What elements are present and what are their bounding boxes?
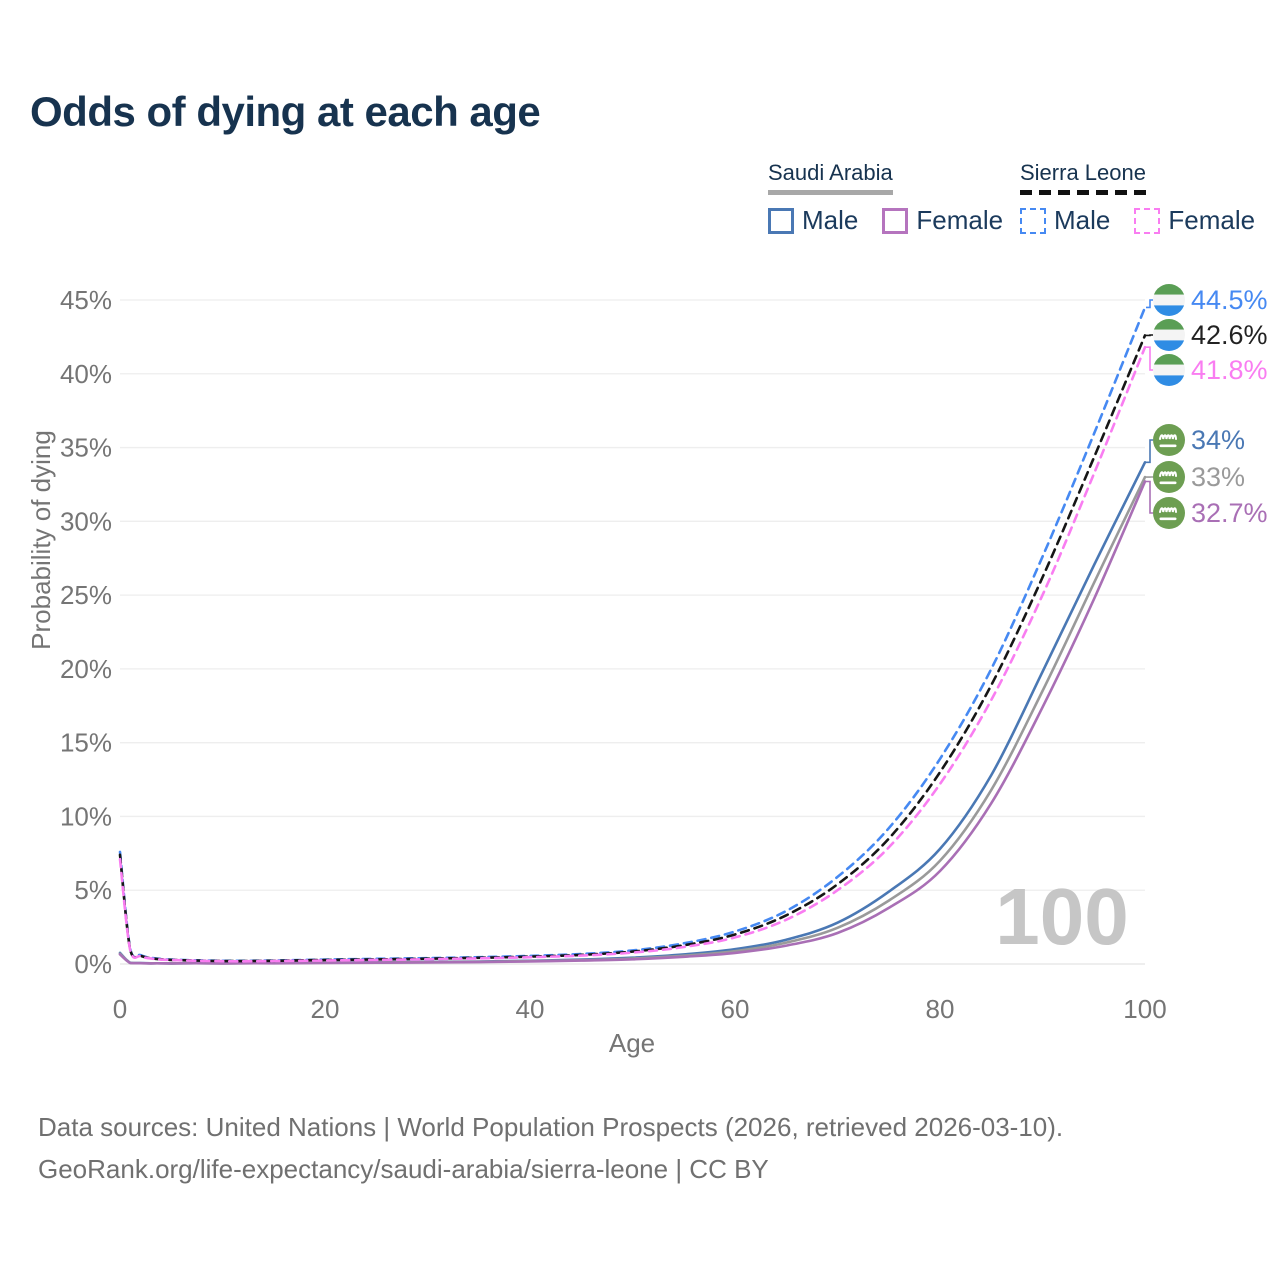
series-line-saudi-arabia-female: [118, 480, 1147, 965]
legend-item-saudi-female[interactable]: Female: [882, 205, 1003, 236]
sierra-leone-flag-blue-stripe: [1153, 305, 1185, 316]
end-label-connector-sierra-leone-female: [1146, 346, 1153, 371]
flag-icon-sierra-leone: [1153, 354, 1185, 386]
y-tick-label: 20%: [60, 654, 112, 684]
y-axis-title: Probability of dying: [26, 430, 56, 650]
legend-country-header: Saudi Arabia: [768, 160, 893, 195]
legend-swatch-saudi-male: [768, 207, 794, 234]
series-layer: [118, 306, 1147, 965]
end-value-label-saudi-arabia-female: 32.7%: [1191, 498, 1268, 528]
line-chart: 100 0% 5% 10% 15% 20% 25% 30% 35% 40% 45% 0 20 40 60 8…: [26, 284, 1268, 1058]
flag-icon-sierra-leone: [1153, 284, 1185, 316]
saudi-arabia-flag-sword: [1159, 517, 1177, 521]
legend-label-male: Male: [802, 205, 859, 235]
end-value-label-sierra-leone-male: 44.5%: [1191, 285, 1268, 315]
y-tick-label: 15%: [60, 728, 112, 758]
saudi-arabia-flag-script: [1159, 507, 1177, 513]
end-label-layer: 34% 33% 32.7% 44.5% 42.6% 41.8%: [1146, 284, 1268, 529]
legend-underline-solid: [768, 190, 893, 195]
end-value-label-saudi-arabia-male: 34%: [1191, 425, 1245, 455]
saudi-arabia-flag-script: [1159, 434, 1177, 440]
legend-item-sierra-leone-male[interactable]: Male: [1020, 205, 1110, 236]
flag-icon-saudi-arabia: [1153, 497, 1185, 529]
sierra-leone-flag-white-stripe: [1153, 294, 1185, 306]
legend-country-label-sierra-leone: Sierra Leone: [1020, 160, 1146, 185]
x-tick-label: 100: [1123, 994, 1166, 1024]
legend-label-female: Female: [1168, 205, 1256, 235]
sierra-leone-flag-green-stripe: [1153, 354, 1185, 365]
y-tick-label: 10%: [60, 801, 112, 831]
legend-country-header: Sierra Leone: [1020, 160, 1146, 195]
saudi-arabia-flag-script: [1159, 471, 1177, 477]
y-tick-label: 45%: [60, 285, 112, 315]
legend-swatch-saudi-female: [882, 207, 909, 234]
sierra-leone-flag-green-stripe: [1153, 284, 1185, 295]
legend-item-sierra-leone-female[interactable]: Female: [1134, 205, 1255, 236]
x-tick-label: 0: [113, 994, 127, 1024]
x-tick-label: 60: [721, 994, 750, 1024]
legend-underline-dashed: [1020, 190, 1146, 195]
legend-item-saudi-male[interactable]: Male: [768, 205, 858, 236]
age-watermark: 100: [995, 872, 1128, 961]
saudi-arabia-flag-circle: [1153, 461, 1185, 493]
legend-row: Male Female: [1020, 205, 1279, 236]
axis-layer: 0% 5% 10% 15% 20% 25% 30% 35% 40% 45% 0 20 40 60 80 100…: [26, 285, 1167, 1058]
saudi-arabia-flag-circle: [1153, 497, 1185, 529]
saudi-arabia-flag-sword: [1159, 481, 1177, 485]
y-tick-label: 25%: [60, 580, 112, 610]
end-value-label-saudi-arabia-combined: 33%: [1191, 462, 1245, 492]
y-tick-label: 35%: [60, 433, 112, 463]
legend-label-male: Male: [1054, 205, 1111, 235]
flag-icon-sierra-leone: [1153, 319, 1185, 351]
series-line-sierra-leone-combined: [118, 334, 1147, 963]
y-tick-label: 0%: [74, 949, 112, 979]
sierra-leone-flag-blue-stripe: [1153, 375, 1185, 386]
sierra-leone-flag-blue-stripe: [1153, 340, 1185, 351]
legend-group-saudi-arabia: Saudi Arabia Male Female: [768, 160, 1027, 236]
flag-icon-saudi-arabia: [1153, 461, 1185, 493]
end-value-label-sierra-leone-combined: 42.6%: [1191, 320, 1268, 350]
x-tick-label: 40: [516, 994, 545, 1024]
saudi-arabia-flag-sword: [1159, 444, 1177, 448]
saudi-arabia-flag-circle: [1153, 424, 1185, 456]
page-title: Odds of dying at each age: [30, 88, 541, 135]
sierra-leone-flag-green-stripe: [1153, 319, 1185, 330]
y-tick-label: 40%: [60, 359, 112, 389]
legend-group-sierra-leone: Sierra Leone Male Female: [1020, 160, 1279, 236]
x-tick-label: 20: [311, 994, 340, 1024]
legend-row: Male Female: [768, 205, 1027, 236]
sierra-leone-flag-white-stripe: [1153, 364, 1185, 376]
footer: Data sources: United Nations | World Pop…: [38, 1106, 1063, 1190]
end-label-connector-sierra-leone-male: [1146, 299, 1153, 309]
flag-icon-saudi-arabia: [1153, 424, 1185, 456]
legend-label-female: Female: [916, 205, 1004, 235]
series-line-sierra-leone-male: [118, 306, 1147, 963]
legend-swatch-sierra-leone-female: [1134, 207, 1161, 234]
footer-attribution: GeoRank.org/life-expectancy/saudi-arabia…: [38, 1154, 769, 1184]
watermark-layer: 100: [995, 872, 1128, 961]
footer-data-sources: Data sources: United Nations | World Pop…: [38, 1112, 1064, 1142]
y-tick-label: 5%: [74, 875, 112, 905]
end-value-label-sierra-leone-female: 41.8%: [1191, 355, 1268, 385]
x-axis-title: Age: [609, 1028, 655, 1058]
end-label-connector-saudi-arabia-female: [1146, 480, 1153, 514]
legend-country-label-saudi-arabia: Saudi Arabia: [768, 160, 893, 185]
series-line-sierra-leone-female: [118, 345, 1147, 963]
series-line-saudi-arabia-male: [118, 461, 1147, 965]
grid-layer: [120, 299, 1145, 965]
legend-swatch-sierra-leone-male: [1020, 207, 1046, 234]
x-tick-label: 80: [926, 994, 955, 1024]
sierra-leone-flag-white-stripe: [1153, 329, 1185, 341]
end-label-connector-saudi-arabia-male: [1146, 439, 1153, 464]
y-tick-label: 30%: [60, 506, 112, 536]
